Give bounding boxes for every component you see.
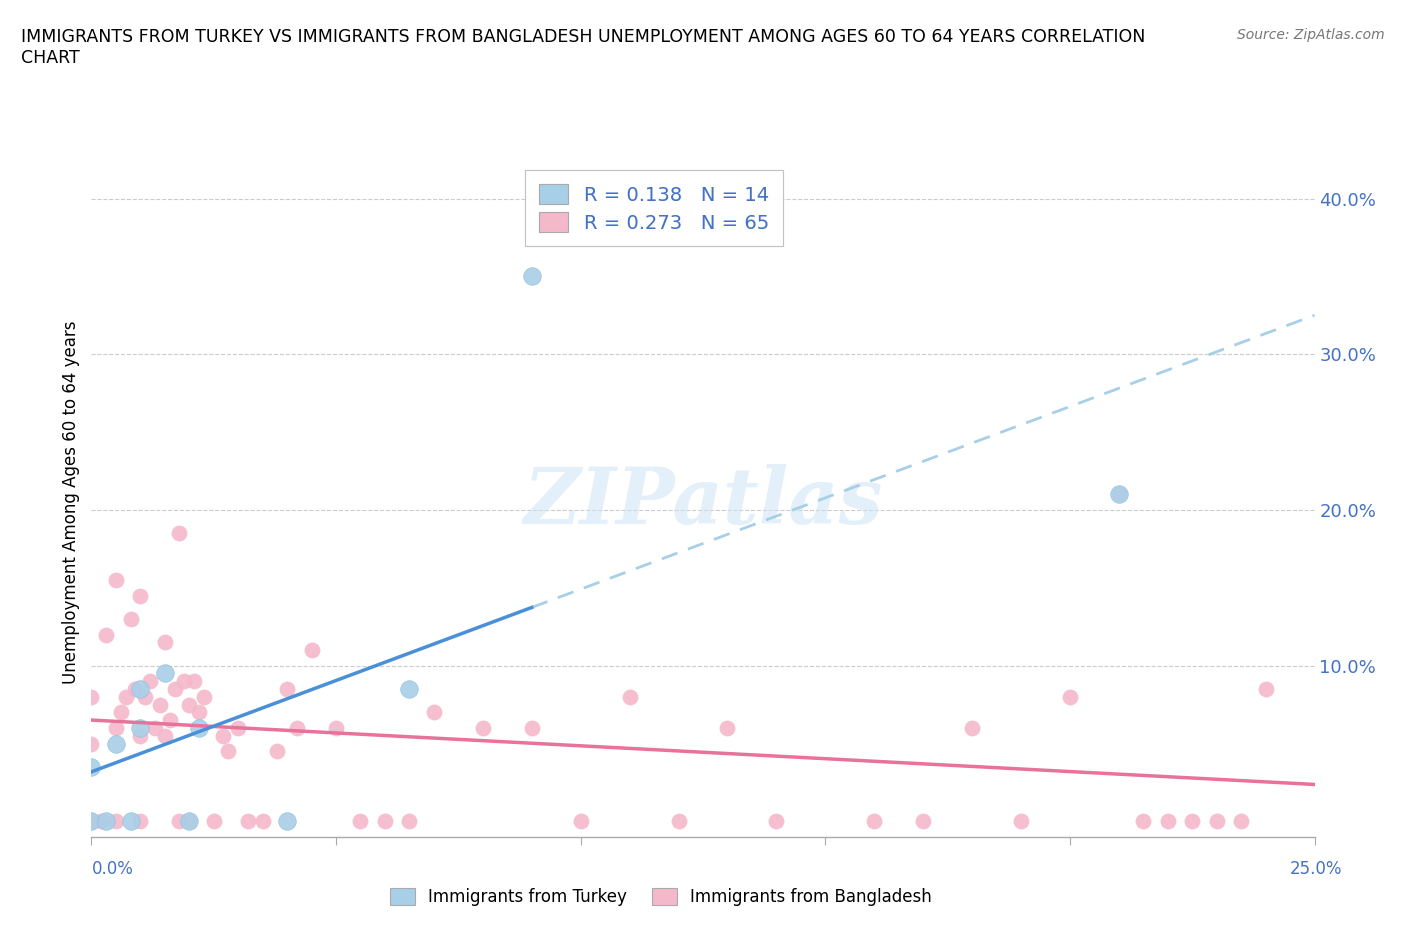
Point (398, 814, 420, 829)
Point (179, 814, 201, 829)
Point (1205, 814, 1227, 829)
Point (129, 728, 152, 743)
Point (349, 814, 371, 829)
Point (266, 744, 288, 759)
Point (173, 674, 195, 689)
Point (159, 712, 181, 727)
Text: 25.0%: 25.0% (1291, 860, 1343, 878)
Point (1157, 814, 1180, 829)
Point (668, 814, 690, 829)
Point (285, 721, 308, 736)
Point (114, 689, 136, 704)
Legend: Immigrants from Turkey, Immigrants from Bangladesh: Immigrants from Turkey, Immigrants from … (382, 881, 939, 912)
Point (169, 814, 191, 829)
Point (188, 705, 211, 720)
Point (94, 814, 117, 829)
Point (520, 721, 543, 736)
Text: Source: ZipAtlas.com: Source: ZipAtlas.com (1237, 28, 1385, 42)
Point (1010, 814, 1032, 829)
Point (619, 689, 641, 704)
Point (80, 737, 103, 751)
Point (120, 612, 142, 627)
Point (104, 737, 127, 751)
Point (325, 721, 347, 736)
Text: ZIPatlas: ZIPatlas (523, 464, 883, 540)
Point (193, 689, 215, 704)
Point (80, 814, 103, 829)
Point (143, 721, 166, 736)
Point (1181, 814, 1204, 829)
Point (153, 635, 176, 650)
Point (716, 721, 738, 736)
Point (169, 525, 191, 540)
Point (569, 814, 592, 829)
Point (212, 728, 235, 743)
Point (139, 674, 162, 689)
Point (1254, 682, 1277, 697)
Point (183, 674, 205, 689)
Point (912, 814, 935, 829)
Point (153, 666, 176, 681)
Point (80, 689, 103, 704)
Point (153, 728, 176, 743)
Point (374, 814, 396, 829)
Point (202, 814, 225, 829)
Point (120, 814, 142, 829)
Point (276, 814, 298, 829)
Point (129, 588, 152, 603)
Point (110, 705, 132, 720)
Point (301, 643, 323, 658)
Point (163, 682, 186, 697)
Point (80, 814, 103, 829)
Point (252, 814, 274, 829)
Point (149, 698, 172, 712)
Point (520, 269, 543, 284)
Point (129, 814, 152, 829)
Point (1108, 487, 1130, 502)
Point (104, 573, 127, 588)
Point (1059, 689, 1081, 704)
Point (765, 814, 787, 829)
Point (236, 814, 259, 829)
Point (134, 689, 156, 704)
Point (1108, 487, 1130, 502)
Point (423, 705, 446, 720)
Point (179, 698, 201, 712)
Point (217, 744, 239, 759)
Point (863, 814, 886, 829)
Y-axis label: Unemployment Among Ages 60 to 64 years: Unemployment Among Ages 60 to 64 years (62, 321, 80, 684)
Point (129, 721, 152, 736)
Point (104, 721, 127, 736)
Point (94, 627, 117, 642)
Text: IMMIGRANTS FROM TURKEY VS IMMIGRANTS FROM BANGLADESH UNEMPLOYMENT AMONG AGES 60 : IMMIGRANTS FROM TURKEY VS IMMIGRANTS FRO… (21, 28, 1146, 67)
Point (1230, 814, 1253, 829)
Point (129, 682, 152, 697)
Point (1132, 814, 1154, 829)
Point (104, 814, 127, 829)
Point (226, 721, 249, 736)
Point (188, 721, 211, 736)
Text: 0.0%: 0.0% (91, 860, 134, 878)
Point (471, 721, 494, 736)
Point (179, 814, 201, 829)
Point (90, 814, 112, 829)
Point (398, 682, 420, 697)
Point (80, 760, 103, 775)
Point (960, 721, 983, 736)
Point (124, 682, 146, 697)
Point (276, 682, 298, 697)
Legend: R = 0.138   N = 14, R = 0.273   N = 65: R = 0.138 N = 14, R = 0.273 N = 65 (526, 170, 783, 246)
